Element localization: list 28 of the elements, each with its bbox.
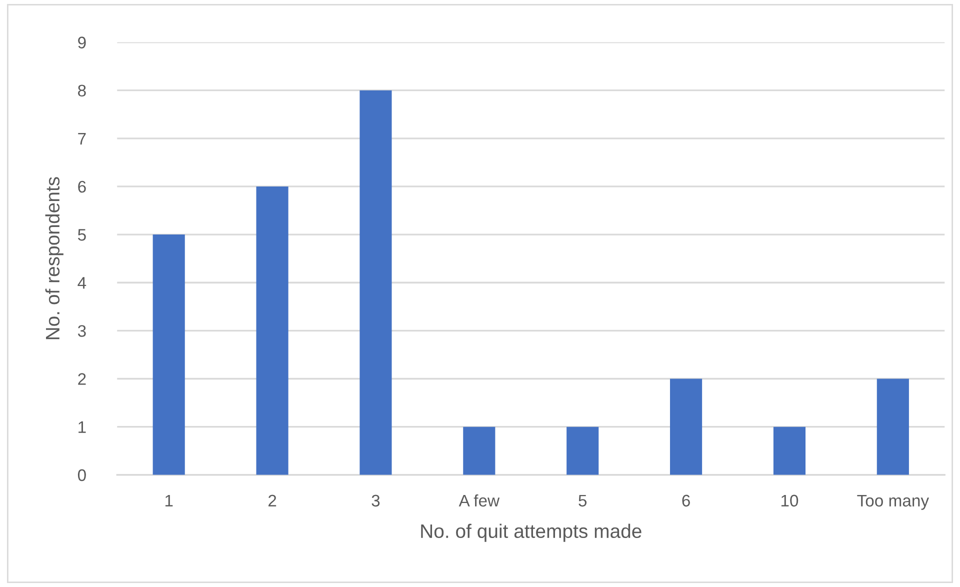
y-tick-label: 4 [78,277,86,289]
y-tick-label: 6 [78,180,86,193]
y-tick-label: 5 [78,229,86,241]
y-tick-label: 1 [78,421,86,433]
x-tick-label: 1 [165,494,173,506]
bar [876,378,909,475]
x-tick-label: A few [458,494,500,507]
bar [566,426,599,475]
bar [463,426,496,475]
y-tick-label: 0 [78,469,86,482]
x-axis-title: No. of quit attempts made [421,524,642,542]
x-tick-label: 3 [372,494,380,507]
y-axis-title: No. of respondents [45,177,64,340]
bar [773,426,806,475]
bar [360,90,392,475]
bar [670,378,702,475]
x-tick-label: Too many [857,494,930,510]
y-tick-label: 7 [78,132,86,144]
x-tick-label: 10 [781,494,798,507]
x-tick-label: 2 [268,494,276,506]
bar [256,186,288,475]
y-tick-label: 8 [78,84,86,97]
x-tick-label: 5 [578,494,587,507]
bar [152,234,185,475]
y-tick-label: 9 [78,36,86,48]
y-tick-label: 2 [78,373,86,385]
y-tick-label: 3 [78,325,86,337]
x-tick-label: 6 [682,494,690,507]
